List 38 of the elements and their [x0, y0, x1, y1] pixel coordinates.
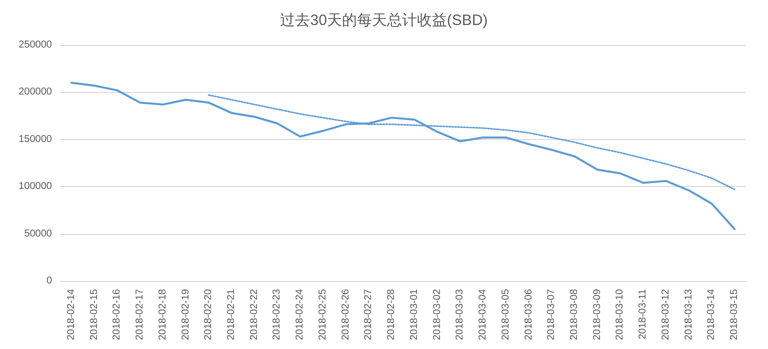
x-tick-label: 2018-02-26: [340, 288, 352, 340]
x-tick-label: 2018-03-03: [454, 288, 466, 340]
x-tick-label: 2018-03-06: [523, 288, 534, 340]
x-tick-label: 2018-03-13: [683, 288, 694, 340]
x-tick-label: 2018-02-22: [248, 288, 260, 340]
x-tick-label: 2018-02-15: [88, 288, 100, 340]
y-tick-label: 250000: [18, 40, 52, 50]
y-tick-label: 200000: [18, 86, 52, 98]
y-tick-label: 0: [46, 276, 52, 286]
x-tick-label: 2018-02-28: [386, 288, 398, 340]
x-tick-label: 2018-02-14: [66, 288, 77, 340]
x-tick-label: 2018-02-21: [226, 288, 237, 340]
chart-title: 过去30天的每天总计收益(SBD): [280, 12, 488, 29]
x-tick-label: 2018-03-14: [706, 288, 718, 340]
x-tick-label: 2018-02-25: [317, 288, 328, 340]
y-tick-label: 150000: [18, 134, 52, 145]
y-tick-label: 50000: [24, 228, 52, 240]
x-tick-label: 2018-03-09: [592, 288, 603, 340]
x-tick-label: 2018-02-23: [272, 288, 283, 340]
x-tick-label: 2018-03-02: [432, 288, 443, 340]
x-tick-label: 2018-02-16: [112, 288, 123, 340]
x-tick-label: 2018-03-07: [546, 288, 558, 340]
y-tick-label: 100000: [18, 181, 52, 192]
x-tick-label: 2018-02-20: [203, 288, 214, 340]
x-tick-label: 2018-03-04: [478, 288, 489, 340]
x-tick-label: 2018-03-05: [500, 288, 512, 340]
x-tick-label: 2018-03-08: [569, 288, 580, 340]
x-tick-label: 2018-03-10: [614, 288, 626, 340]
x-tick-label: 2018-02-24: [294, 288, 306, 340]
x-tick-label: 2018-03-11: [638, 288, 649, 340]
x-tick-label: 2018-03-01: [408, 288, 420, 340]
x-tick-label: 2018-02-27: [363, 288, 374, 340]
x-tick-label: 2018-03-15: [729, 288, 740, 340]
line-series: [70, 82, 736, 230]
x-tick-label: 2018-02-19: [180, 288, 192, 340]
x-tick-label: 2018-02-18: [157, 288, 168, 340]
x-tick-label: 2018-03-12: [660, 288, 672, 340]
x-tick-label: 2018-02-17: [134, 288, 146, 340]
